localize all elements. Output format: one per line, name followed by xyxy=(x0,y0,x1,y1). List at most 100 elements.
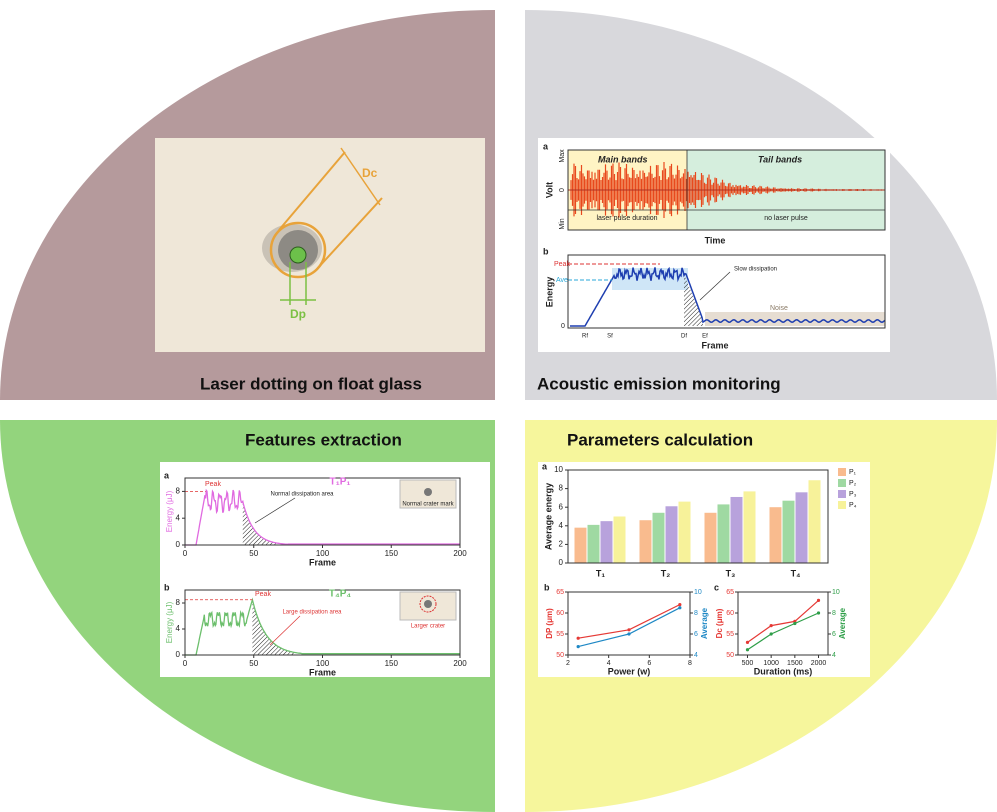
annotation: Normal dissipation area xyxy=(270,492,334,498)
bar xyxy=(796,492,808,563)
y2-tick-label: 4 xyxy=(832,652,836,659)
x-tick-label: T₃ xyxy=(726,568,736,578)
y-tick-label: 65 xyxy=(726,589,734,596)
caption: Laser dotting on float glass xyxy=(200,374,422,393)
y-tick-label: 0 xyxy=(176,650,181,659)
x-tick-label: 50 xyxy=(249,549,258,558)
y-axis-label: Energy (μJ) xyxy=(165,601,174,643)
y-tick-label: 0 xyxy=(176,540,181,549)
frame-mark: Rf xyxy=(582,334,588,340)
annotation: Normal crater mark xyxy=(402,502,454,508)
inset-crater xyxy=(424,488,432,496)
panel-tag: b xyxy=(164,582,170,592)
y-axis-label: Average energy xyxy=(543,483,553,550)
y-tick-label: 8 xyxy=(559,484,564,493)
y-tick-label: Min xyxy=(559,218,566,229)
legend-swatch xyxy=(838,490,846,498)
x-axis-label: Frame xyxy=(309,667,336,677)
bar xyxy=(679,502,691,563)
noise-band xyxy=(705,312,885,326)
annotation: Slow dissipation xyxy=(734,267,777,273)
y-tick-label: 10 xyxy=(554,465,563,474)
y-tick-label: 4 xyxy=(176,624,181,633)
y-axis-label: Energy (μJ) xyxy=(165,490,174,532)
x-axis-label: Time xyxy=(705,235,726,245)
bar xyxy=(601,521,613,563)
bar xyxy=(809,480,821,563)
series-point xyxy=(678,603,681,606)
bar xyxy=(783,501,795,563)
x-tick-label: 0 xyxy=(183,659,188,668)
y-tick-label: 65 xyxy=(556,589,564,596)
dp-label: Dp xyxy=(290,307,306,321)
x-axis-label: Duration (ms) xyxy=(754,666,813,676)
y-tick-label: 8 xyxy=(176,598,181,607)
series-point xyxy=(817,611,820,614)
y-tick-label: 6 xyxy=(559,502,564,511)
legend-swatch xyxy=(838,468,846,476)
series-point xyxy=(746,641,749,644)
annotation: Larger crater xyxy=(411,624,445,630)
legend-label: P₄ xyxy=(849,502,857,509)
bar xyxy=(588,525,600,563)
legend-label: P₃ xyxy=(849,491,857,498)
series-label: T₁P₁ xyxy=(329,477,350,488)
series-point xyxy=(627,628,630,631)
y2-tick-label: 10 xyxy=(694,589,702,596)
frame-mark: Ef xyxy=(702,334,708,340)
dc-label: Dc xyxy=(362,166,378,180)
y-tick-label: Max xyxy=(559,149,566,163)
y-tick-label: 2 xyxy=(559,540,564,549)
bar xyxy=(653,513,665,563)
y-axis-label: Dc (μm) xyxy=(715,608,724,638)
x-tick-label: 150 xyxy=(385,659,399,668)
series-point xyxy=(793,622,796,625)
series-point xyxy=(817,599,820,602)
ave-label: Ave xyxy=(556,277,568,284)
y2-axis-label: Average xyxy=(838,607,847,639)
x-tick-label: 500 xyxy=(742,660,754,667)
band-label: Main bands xyxy=(598,154,648,164)
series-point xyxy=(627,632,630,635)
series-point xyxy=(770,632,773,635)
bar xyxy=(770,507,782,563)
legend-label: P₂ xyxy=(849,480,857,487)
band-note: no laser pulse xyxy=(764,215,808,222)
x-tick-label: 0 xyxy=(183,549,188,558)
series-point xyxy=(678,606,681,609)
series-label: T₄P₄ xyxy=(329,589,352,600)
series-point xyxy=(746,648,749,651)
y-tick-label: 60 xyxy=(726,610,734,617)
band-label: Tail bands xyxy=(758,154,802,164)
series-point xyxy=(770,624,773,627)
y-tick-label: 4 xyxy=(559,521,564,530)
bar xyxy=(614,517,626,564)
y2-tick-label: 8 xyxy=(694,610,698,617)
caption: Acoustic emission monitoring xyxy=(537,374,781,393)
y-axis-label: Energy xyxy=(544,277,554,308)
y2-tick-label: 8 xyxy=(832,610,836,617)
y-tick-label: 55 xyxy=(556,631,564,638)
bar xyxy=(705,513,717,563)
y-axis-label: Volt xyxy=(544,182,554,198)
peak-label: Peak xyxy=(205,481,221,488)
x-tick-label: 8 xyxy=(688,660,692,667)
x-axis-label: Power (w) xyxy=(608,666,651,676)
annotation: Noise xyxy=(770,305,788,312)
x-axis-label: Frame xyxy=(701,340,728,350)
bar xyxy=(718,504,730,563)
frame-mark: Sf xyxy=(607,334,613,340)
x-tick-label: 200 xyxy=(453,659,467,668)
y-axis-label: DP (μm) xyxy=(545,608,554,639)
y-tick-label: 0 xyxy=(559,188,566,192)
legend-label: P₁ xyxy=(849,469,857,476)
bar xyxy=(666,506,678,563)
y2-tick-label: 10 xyxy=(832,589,840,596)
panel-tag: b xyxy=(543,246,549,256)
annotation: Large dissipation area xyxy=(282,610,342,616)
y-tick-label: 55 xyxy=(726,631,734,638)
y-tick-label: 60 xyxy=(556,610,564,617)
y2-tick-label: 6 xyxy=(832,631,836,638)
band-note: laser pulse duration xyxy=(596,215,657,222)
legend-swatch xyxy=(838,501,846,509)
